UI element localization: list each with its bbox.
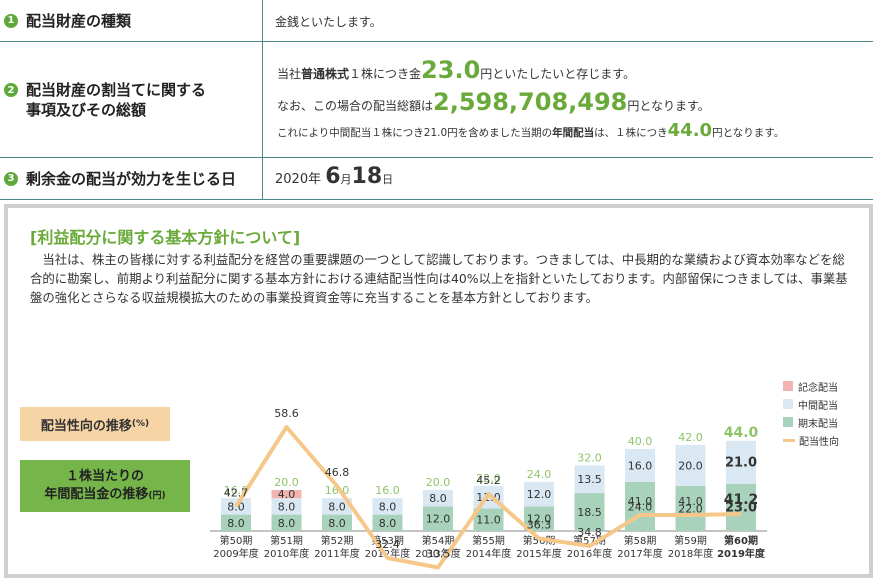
legend-payout: 配当性向 <box>783 431 839 449</box>
text: 月 <box>340 173 352 186</box>
allocation-line-3: これにより中間配当１株につき21.0円を含めました当期の年間配当は、１株につき4… <box>277 120 784 141</box>
effective-date: 2020年 6月18日 <box>275 164 393 189</box>
text: なお、この場合の配当総額は <box>277 99 434 113</box>
text: 配当性向の推移 <box>40 418 132 434</box>
allocation-line-2: なお、この場合の配当総額は2,598,708,498円となります。 <box>277 88 710 116</box>
text: これにより中間配当１株につき21.0円を含めました当期の <box>277 127 553 139</box>
row-label: 配当財産の種類 <box>26 11 132 30</box>
number-badge: 3 <box>4 171 18 186</box>
text: 中間配当 <box>798 400 838 412</box>
date-year: 2020年 <box>275 172 322 187</box>
text: (円) <box>148 490 166 501</box>
policy-text: 当社は、株主の皆様に対する利益配分を経営の重要課題の一つとして認識しております。… <box>30 252 848 305</box>
annual-dividend: 44.0 <box>667 120 713 141</box>
payout-ratio-tag: 配当性向の推移 (%) <box>20 407 170 441</box>
row-label-line1: 配当財産の割当てに関する <box>26 80 207 99</box>
row-content: 金銭といたします。 <box>275 15 382 29</box>
date-day: 18 <box>351 164 383 189</box>
swatch <box>783 381 793 391</box>
row-label: 剰余金の配当が効力を生じる日 <box>26 169 237 188</box>
text: 円となります。 <box>712 127 785 139</box>
date-month: 6 <box>325 164 341 189</box>
swatch <box>783 399 793 409</box>
number-badge: 1 <box>4 13 18 28</box>
number-badge: 2 <box>4 83 18 97</box>
text: 年間配当金の推移 <box>44 486 149 502</box>
legend-commemorative: 記念配当 <box>783 377 839 395</box>
total-dividend: 2,598,708,498 <box>433 88 628 116</box>
legend-interim: 中間配当 <box>783 395 839 413</box>
dividend-table: 1 配当財産の種類 金銭といたします。 2 配当財産の割当てに関する 事項及びその総額… <box>0 0 873 200</box>
swatch <box>783 438 795 442</box>
dividend-per-share: 23.0 <box>421 56 481 84</box>
text: 年間配当 <box>552 127 595 139</box>
allocation-line-1: 当社普通株式１株につき金23.0円といたしたいと存じます。 <box>277 56 635 84</box>
policy-title: [利益配分に関する基本方針について] <box>30 228 301 247</box>
swatch <box>783 417 793 427</box>
text: (%) <box>131 419 150 429</box>
text: は、１株につき <box>594 127 668 139</box>
text: 円となります。 <box>627 99 710 113</box>
legend-year-end: 期末配当 <box>783 413 839 431</box>
row-dividend-allocation: 2 配当財産の割当てに関する 事項及びその総額 当社普通株式１株につき金23.0円と… <box>0 42 873 158</box>
row-label-line2: 事項及びその総額 <box>26 100 147 119</box>
text: １株当たりの <box>65 468 144 484</box>
table-divider <box>262 0 263 200</box>
row-dividend-type: 1 配当財産の種類 金銭といたします。 <box>0 0 873 42</box>
text: 配当性向 <box>799 436 839 448</box>
text: 記念配当 <box>798 382 838 394</box>
text: 期末配当 <box>798 418 838 430</box>
chart-legend: 記念配当 中間配当 期末配当 配当性向 <box>783 377 839 449</box>
text: １株につき金 <box>349 67 422 81</box>
row-effective-date: 3 剰余金の配当が効力を生じる日 2020年 6月18日 <box>0 158 873 200</box>
row-label: 配当財産の割当てに関する 事項及びその総額 <box>26 80 206 120</box>
text: 日 <box>382 173 394 186</box>
text: 当社 <box>277 67 302 81</box>
dps-tag: １株当たりの年間配当金の推移(円) <box>20 460 190 512</box>
text: 円といたしたいと存じます。 <box>480 67 636 81</box>
share-type: 普通株式 <box>301 67 350 81</box>
